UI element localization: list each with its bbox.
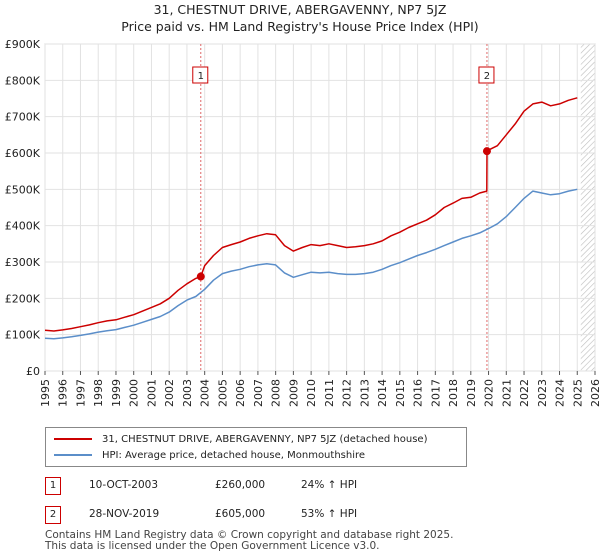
annotation-price-1: £260,000 (215, 479, 266, 491)
transaction-point-1 (196, 272, 205, 281)
y-tick-label: £0 (26, 365, 40, 378)
transaction-box-label-1: 1 (198, 71, 204, 82)
x-tick-label: 2022 (518, 379, 531, 407)
x-tick-label: 1999 (110, 379, 123, 407)
x-tick-label: 2018 (447, 379, 460, 407)
legend-swatch-hpi (54, 454, 92, 456)
transaction-box-1 (192, 66, 209, 84)
legend-label-hpi: HPI: Average price, detached house, Monm… (102, 449, 366, 461)
x-tick-label: 1996 (57, 379, 70, 407)
price-chart: £0 £100K £200K £300K £400K £500K £600K £700K £80… (5, 38, 600, 407)
annotation-row-2: 2 28-NOV-2019 £605,000 53% ↑ HPI (45, 506, 465, 524)
x-tick-label: 2016 (412, 379, 425, 407)
x-tick-label: 1995 (39, 379, 52, 407)
annotation-marker-2: 2 (45, 506, 61, 524)
x-tick-label: 2020 (483, 379, 496, 407)
x-tick-label: 2006 (234, 379, 247, 407)
x-tick-label: 2005 (216, 379, 229, 407)
y-tick-label: £200K (5, 292, 41, 305)
x-tick-label: 2014 (376, 379, 389, 407)
annotation-date-1: 10-OCT-2003 (89, 479, 158, 491)
x-tick-label: 2009 (287, 379, 300, 407)
annotation-price-2: £605,000 (215, 508, 266, 520)
forecast-hatch (580, 44, 595, 371)
x-tick-label: 2017 (429, 379, 442, 407)
x-tick-label: 2025 (571, 379, 584, 407)
x-tick-label: 2003 (181, 379, 194, 407)
x-tick-label: 2019 (465, 379, 478, 407)
transaction-box-label-2: 2 (484, 71, 490, 82)
y-tick-label: £900K (5, 38, 41, 51)
annotation-date-2: 28-NOV-2019 (89, 508, 160, 520)
footer: Contains HM Land Registry data © Crown c… (45, 530, 453, 552)
y-tick-label: £800K (5, 74, 41, 87)
x-tick-label: 2024 (554, 379, 567, 407)
x-tick-label: 2002 (163, 379, 176, 407)
x-tick-label: 2007 (252, 379, 265, 407)
x-tick-label: 2000 (128, 379, 141, 407)
x-tick-label: 2015 (394, 379, 407, 407)
legend-item-property: 31, CHESTNUT DRIVE, ABERGAVENNY, NP7 5JZ… (54, 431, 427, 447)
x-tick-label: 2012 (341, 379, 354, 407)
legend: 31, CHESTNUT DRIVE, ABERGAVENNY, NP7 5JZ… (45, 427, 467, 467)
plot-area (44, 43, 596, 372)
footer-copyright: Contains HM Land Registry data © Crown c… (45, 529, 454, 541)
series-line-hpi (44, 188, 578, 340)
legend-label-property: 31, CHESTNUT DRIVE, ABERGAVENNY, NP7 5JZ… (102, 433, 428, 445)
x-tick-label: 1997 (74, 379, 87, 407)
annotation-marker-1: 1 (45, 477, 61, 495)
transaction-box-2 (478, 66, 495, 84)
y-tick-label: £300K (5, 256, 41, 269)
x-tick-label: 2026 (589, 379, 600, 407)
x-tick-label: 2004 (199, 379, 212, 407)
annotation-hpi-1: 24% ↑ HPI (301, 479, 358, 491)
x-tick-label: 2023 (536, 379, 549, 407)
x-tick-label: 1998 (92, 379, 105, 407)
x-tick-label: 2013 (358, 379, 371, 407)
annotation-row-1: 1 10-OCT-2003 £260,000 24% ↑ HPI (45, 477, 465, 495)
x-tick-label: 2011 (323, 379, 336, 407)
y-tick-label: £600K (5, 147, 41, 160)
legend-item-hpi: HPI: Average price, detached house, Monm… (54, 447, 365, 463)
chart-title-line1: 31, CHESTNUT DRIVE, ABERGAVENNY, NP7 5JZ (153, 2, 447, 17)
legend-swatch-property (54, 438, 92, 440)
y-tick-label: £700K (5, 111, 41, 124)
x-tick-label: 2021 (500, 379, 513, 407)
y-tick-label: £400K (5, 220, 41, 233)
x-tick-label: 2010 (305, 379, 318, 407)
y-tick-label: £500K (5, 183, 41, 196)
y-tick-label: £100K (5, 329, 41, 342)
transaction-point-2 (482, 147, 491, 156)
x-tick-label: 2008 (270, 379, 283, 407)
footer-licence: This data is licensed under the Open Gov… (45, 540, 380, 552)
chart-title-line2: Price paid vs. HM Land Registry's House … (121, 19, 479, 34)
x-tick-label: 2001 (145, 379, 158, 407)
annotation-hpi-2: 53% ↑ HPI (301, 508, 358, 520)
